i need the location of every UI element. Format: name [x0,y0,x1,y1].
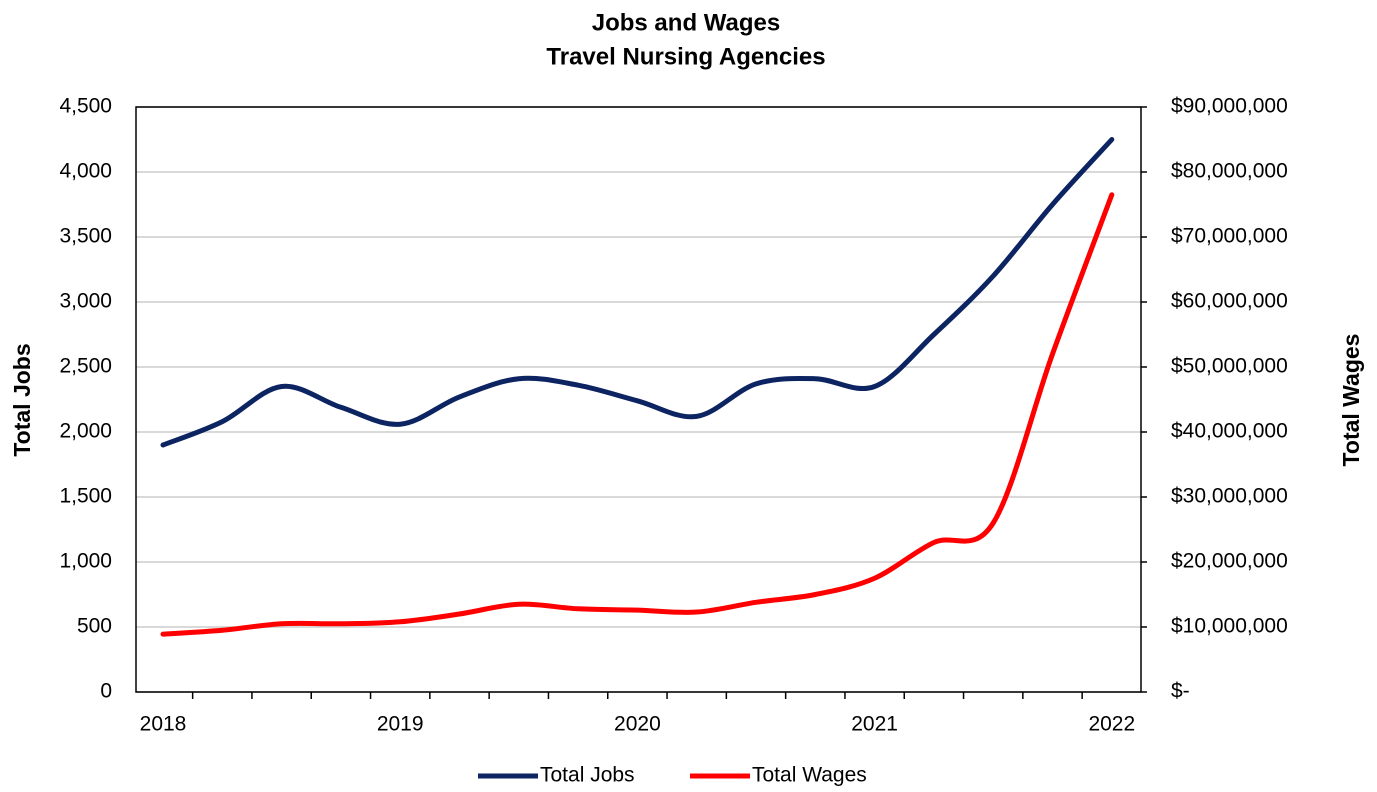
y2-tick-label: $40,000,000 [1171,420,1288,443]
y2-tick-label: $30,000,000 [1171,485,1288,508]
y-tick-label: 3,000 [59,290,112,313]
y2-axis-title: Total Wages [1338,334,1364,467]
y-tick-label: 4,500 [59,95,112,118]
chart-subtitle: Travel Nursing Agencies [546,43,825,70]
y2-tick-label: $60,000,000 [1171,290,1288,313]
x-tick-label: 2021 [851,713,898,736]
y-tick-label: 500 [77,615,112,638]
legend-label: Total Wages [752,764,867,787]
y-tick-label: 1,000 [59,550,112,573]
series-line [160,137,1115,448]
y2-tick-label: $50,000,000 [1171,355,1288,378]
y-tick-label: 0 [100,680,112,703]
y-axis-title: Total Jobs [9,343,35,456]
y-tick-label: 3,500 [59,225,112,248]
y-tick-label: 1,500 [59,485,112,508]
y2-tick-label: $- [1171,680,1190,703]
y-tick-label: 4,000 [59,160,112,183]
y2-tick-label: $20,000,000 [1171,550,1288,573]
y-tick-label: 2,000 [59,420,112,443]
chart-title: Jobs and Wages [592,9,780,36]
x-tick-label: 2022 [1088,713,1135,736]
y2-tick-label: $70,000,000 [1171,225,1288,248]
plot-frame [135,106,1142,693]
legend-label: Total Jobs [540,764,635,787]
x-tick-label: 2020 [614,713,661,736]
y2-tick-label: $90,000,000 [1171,95,1288,118]
x-tick-label: 2019 [377,713,424,736]
x-tick-label: 2018 [140,713,187,736]
y-tick-label: 2,500 [59,355,112,378]
series-line [160,192,1115,637]
y2-tick-label: $80,000,000 [1171,160,1288,183]
y2-tick-label: $10,000,000 [1171,615,1288,638]
